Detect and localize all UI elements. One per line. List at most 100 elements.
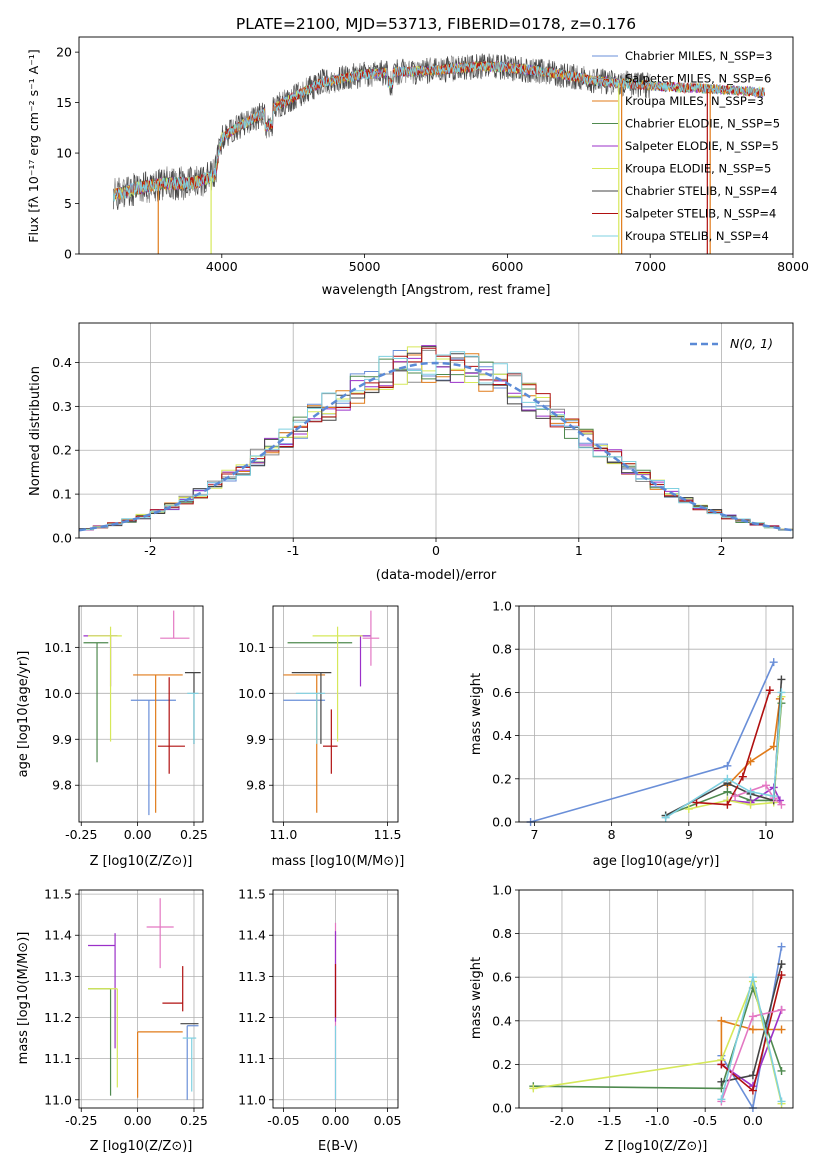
y-tick-label: 5 — [64, 196, 72, 211]
series-marker — [738, 772, 747, 781]
x-tick-label: 8 — [608, 827, 616, 842]
x-tick-label: 0.00 — [124, 827, 152, 842]
y-tick-label: 0.2 — [492, 1057, 512, 1072]
x-tick-label: 0.25 — [180, 827, 208, 842]
legend-label: Kroupa STELIB, N_SSP=4 — [625, 229, 769, 243]
massE-xlabel: E(B-V) — [318, 1139, 358, 1154]
series-marker — [777, 675, 786, 684]
histogram-step — [79, 351, 793, 538]
y-tick-label: 0.8 — [492, 642, 512, 657]
y-tick-label: 11.1 — [44, 1051, 72, 1066]
axes-frame — [518, 605, 794, 823]
series-marker — [717, 1060, 726, 1069]
spectrum-xlabel: wavelength [Angstrom, rest frame] — [322, 283, 551, 298]
x-tick-label: -0.25 — [65, 1113, 97, 1128]
histogram-legend: N(0, 1) — [690, 336, 773, 351]
y-tick-label: 11.4 — [44, 928, 72, 943]
y-tick-label: 0.6 — [492, 970, 512, 985]
series-marker — [748, 1025, 757, 1034]
y-tick-label: 11.2 — [44, 1010, 72, 1025]
x-tick-label: 2 — [718, 543, 726, 558]
x-tick-label: 0.00 — [322, 1113, 350, 1128]
series-marker — [748, 973, 757, 982]
axes-frame — [78, 322, 794, 539]
series-marker — [717, 1095, 726, 1104]
x-tick-label: 0.05 — [374, 1113, 402, 1128]
y-tick-label: 0.0 — [52, 531, 72, 546]
x-tick-label: -2.0 — [550, 1113, 574, 1128]
y-tick-label: 15 — [56, 95, 72, 110]
age-vs-mass-panel: 11.0 11.5 9.8 9.9 10.0 10.1 — [238, 605, 402, 842]
mass-vs-extinction-panel: -0.05 0.00 0.05 11.0 11.1 11.2 11.3 11.4 11.5 — [238, 887, 401, 1128]
series-marker — [777, 971, 786, 980]
y-tick-label: 0.6 — [492, 685, 512, 700]
y-tick-label: 0.8 — [492, 926, 512, 941]
y-tick-label: 0.3 — [52, 399, 72, 414]
series-marker — [692, 798, 701, 807]
series-marker — [769, 658, 778, 667]
gaussian-reference-line — [79, 361, 793, 532]
legend-label: Salpeter ELODIE, N_SSP=5 — [625, 139, 779, 153]
series-marker — [723, 774, 732, 783]
legend-label: Salpeter STELIB, N_SSP=4 — [625, 207, 776, 221]
y-tick-label: 9.9 — [52, 732, 72, 747]
y-tick-label: 11.3 — [238, 969, 266, 984]
y-tick-label: 0.2 — [492, 771, 512, 786]
y-tick-label: 11.3 — [44, 969, 72, 984]
series-marker — [723, 800, 732, 809]
y-tick-label: 0.2 — [52, 443, 72, 458]
series-marker — [748, 1071, 757, 1080]
massweight-vs-metallicity-panel: -2.0 -1.5 -1.0 -0.5 0.0 0.0 0.2 0.4 0.6 0.8 1.0 — [492, 883, 794, 1128]
y-tick-label: 10 — [56, 146, 72, 161]
x-tick-label: 10 — [758, 827, 774, 842]
series-marker — [769, 792, 778, 801]
y-tick-label: 11.4 — [238, 928, 266, 943]
mwZ-xlabel: Z [log10(Z/Z⊙)] — [605, 1139, 708, 1154]
series-marker — [684, 805, 693, 814]
series-marker — [777, 1005, 786, 1014]
axes-frame — [78, 36, 794, 255]
series-marker — [723, 761, 732, 770]
x-tick-label: 6000 — [491, 259, 523, 274]
axes-frame — [272, 889, 399, 1109]
legend-label: Chabrier STELIB, N_SSP=4 — [625, 184, 777, 198]
series-line — [665, 703, 783, 817]
spectrum-legend: Chabrier MILES, N_SSP=3 Salpeter MILES, N… — [592, 49, 780, 243]
spectrum-line — [112, 61, 765, 202]
ageM-xlabel: mass [log10(M/M⊙)] — [272, 854, 405, 869]
x-tick-label: 0.0 — [743, 1113, 763, 1128]
y-tick-label: 10.0 — [238, 686, 266, 701]
x-tick-label: -1.0 — [645, 1113, 669, 1128]
y-tick-label: 11.0 — [44, 1092, 72, 1107]
ageZ-xlabel: Z [log10(Z/Z⊙)] — [90, 854, 193, 869]
series-marker — [731, 792, 740, 801]
series-marker — [717, 1016, 726, 1025]
y-tick-label: 0 — [64, 247, 72, 262]
y-tick-label: 0.4 — [492, 728, 512, 743]
x-tick-label: 4000 — [206, 259, 238, 274]
axes-frame — [78, 605, 204, 823]
y-tick-label: 11.2 — [238, 1010, 266, 1025]
residual-histogram-panel: -2 -1 0 1 2 0.0 0.1 0.2 0.3 0.4 — [52, 322, 794, 558]
mass-vs-metallicity-panel: -0.25 0.00 0.25 11.0 11.1 11.2 11.3 11.4 11.5 — [44, 887, 208, 1128]
series-marker — [777, 688, 786, 697]
series-marker — [777, 800, 786, 809]
y-tick-label: 20 — [56, 45, 72, 60]
series-marker — [777, 1097, 786, 1106]
figure-title: PLATE=2100, MJD=53713, FIBERID=0178, z=0… — [236, 15, 636, 33]
series-marker — [748, 1012, 757, 1021]
series-marker — [661, 813, 670, 822]
spectrum-panel: 4000 5000 6000 7000 8000 0 5 10 15 20 — [56, 36, 809, 274]
y-tick-label: 0.0 — [492, 1101, 512, 1116]
series-marker — [746, 787, 755, 796]
series-line — [720, 1019, 782, 1060]
x-tick-label: 9 — [685, 827, 693, 842]
series-line — [720, 946, 783, 1111]
y-tick-label: 11.0 — [238, 1092, 266, 1107]
y-tick-label: 0.0 — [492, 815, 512, 830]
x-tick-label: 0.25 — [180, 1113, 208, 1128]
x-tick-label: 7 — [530, 827, 538, 842]
massZ-xlabel: Z [log10(Z/Z⊙)] — [90, 1139, 193, 1154]
legend-label: Chabrier MILES, N_SSP=3 — [625, 49, 772, 63]
